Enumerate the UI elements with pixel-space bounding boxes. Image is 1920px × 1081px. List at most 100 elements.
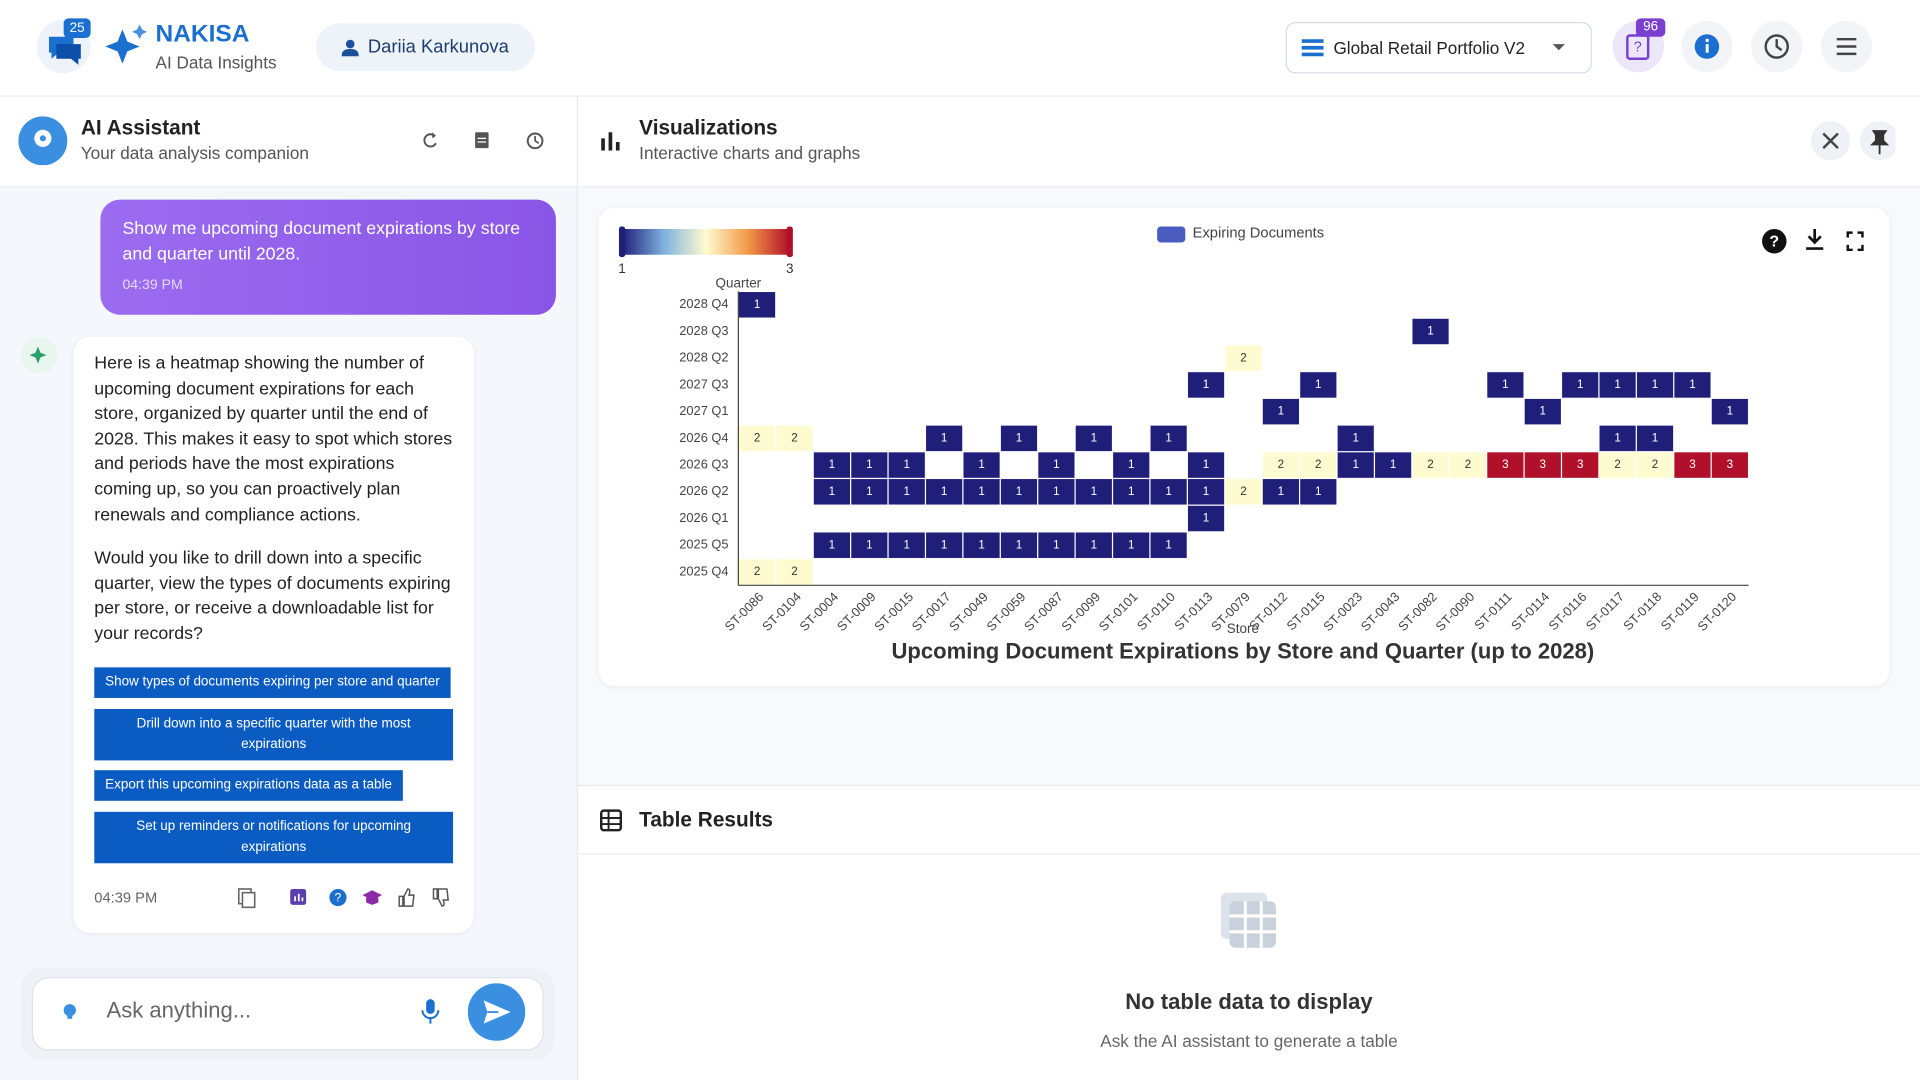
suggestion-button[interactable]: Export this upcoming expirations data as…	[94, 770, 403, 801]
chart-toolbar[interactable]: ?	[1762, 228, 1864, 254]
user-pill[interactable]: Dariia Karkunova	[315, 23, 536, 72]
cell-label: 1	[1091, 485, 1097, 498]
cell-label: 1	[829, 538, 835, 551]
reply-paragraph: Would you like to drill down into a spec…	[94, 548, 451, 645]
mic-button[interactable]	[420, 997, 442, 1026]
y-tick-label: 2028 Q4	[679, 296, 728, 311]
y-axis-title: Quarter	[716, 276, 762, 291]
heatmap-cell	[1262, 479, 1299, 505]
cell-label: 2	[1240, 351, 1246, 364]
chat-input[interactable]	[31, 977, 544, 1051]
x-tick-label: ST-0111	[1471, 589, 1515, 633]
colorbar	[622, 228, 790, 255]
cell-label: 1	[1203, 378, 1209, 391]
cell-label: 1	[1128, 485, 1134, 498]
legend-swatch	[1157, 226, 1186, 243]
cell-label: 2	[1315, 458, 1321, 471]
cell-label: 1	[1315, 485, 1321, 498]
cell-label: 1	[1652, 378, 1658, 391]
table-divider	[577, 853, 1920, 855]
heatmap-cell	[1300, 372, 1337, 398]
heatmap-cell	[1262, 452, 1299, 478]
cell-label: 1	[1614, 431, 1620, 444]
cell-label: 1	[1203, 512, 1209, 525]
dataset-name: Global Retail Portfolio V2	[1333, 37, 1526, 58]
heatmap-cell	[1300, 479, 1337, 505]
empty-subtitle: Ask the AI assistant to generate a table	[1100, 1031, 1398, 1051]
heatmap-cell	[1412, 318, 1449, 345]
info-button[interactable]	[1681, 20, 1733, 73]
colorbar-tick-label: 1	[618, 261, 625, 276]
reply-paragraph: Here is a heatmap showing the number of …	[94, 353, 453, 525]
colorbar-tick	[618, 226, 626, 258]
heatmap-cell	[1113, 479, 1150, 505]
viz-controls[interactable]	[1810, 121, 1896, 161]
x-tick-label: ST-0009	[834, 589, 879, 634]
x-tick-label: ST-0114	[1508, 589, 1552, 633]
cell-label: 3	[1502, 458, 1508, 471]
assistant-title: AI Assistant	[80, 116, 201, 140]
legend-label: Expiring Documents	[1193, 226, 1324, 242]
x-tick-label: ST-0090	[1432, 589, 1477, 634]
cell-label: 1	[1128, 458, 1134, 471]
cell-label: 1	[941, 485, 947, 498]
heatmap-cell	[1599, 452, 1636, 478]
cell-label: 1	[829, 485, 835, 498]
heatmap-cell	[1337, 425, 1374, 452]
x-tick-label: ST-0117	[1583, 589, 1627, 633]
heatmap-cell	[1225, 345, 1262, 371]
heatmap-cell	[1487, 452, 1524, 478]
heatmap-cell	[851, 479, 888, 505]
cell-label: 1	[1577, 378, 1583, 391]
x-tick-label: ST-0113	[1171, 589, 1215, 633]
cell-label: 1	[1540, 405, 1546, 418]
chat-badge: 25	[63, 18, 91, 38]
heatmap-cell	[1113, 452, 1150, 478]
cell-label: 3	[1727, 458, 1733, 471]
reply-actions[interactable]: ?	[235, 885, 455, 909]
dataset-select[interactable]: Global Retail Portfolio V2	[1285, 22, 1592, 74]
x-axis-title: Store	[1227, 621, 1259, 636]
x-tick-label: ST-0059	[983, 589, 1028, 634]
heatmap-cell	[963, 479, 1000, 505]
cell-label: 2	[1652, 458, 1658, 471]
cell-label: 2	[1614, 458, 1620, 471]
x-tick-label: ST-0015	[871, 589, 916, 634]
cell-label: 1	[978, 538, 984, 551]
heatmap-cell	[1636, 452, 1674, 478]
cell-label: 2	[1240, 485, 1246, 498]
colorbar-tick-label: 3	[786, 261, 793, 276]
cell-label: 1	[941, 431, 947, 444]
assistant-tools[interactable]	[416, 129, 551, 153]
x-tick-label: ST-0101	[1096, 589, 1141, 634]
suggestion-button[interactable]: Set up reminders or notifications for up…	[94, 811, 454, 864]
cell-label: 1	[1016, 538, 1022, 551]
heatmap-cell	[813, 532, 851, 558]
user-name: Dariia Karkunova	[367, 36, 509, 58]
svg-text:?: ?	[335, 890, 342, 904]
table-title: Table Results	[639, 808, 773, 832]
cell-label: 1	[1390, 458, 1396, 471]
heatmap-cell	[1187, 505, 1225, 532]
heatmap-cell	[776, 425, 813, 452]
logo-icons	[36, 19, 147, 74]
heatmap-cell	[1113, 532, 1150, 558]
heatmap-cell	[888, 479, 925, 505]
x-tick-label: ST-0116	[1545, 589, 1589, 633]
x-tick-label: ST-0118	[1620, 589, 1664, 633]
cell-label: 1	[829, 458, 835, 471]
heatmap-cell	[1150, 479, 1187, 505]
suggestion-button[interactable]: Drill down into a specific quarter with …	[94, 708, 454, 761]
heatmap-cell	[1000, 479, 1038, 505]
menu-button[interactable]	[1820, 20, 1873, 73]
history-button[interactable]	[1751, 20, 1803, 73]
send-button[interactable]	[467, 983, 526, 1041]
heatmap-cell	[813, 452, 851, 478]
cell-label: 1	[1053, 458, 1059, 471]
suggestion-button[interactable]: Show types of documents expiring per sto…	[94, 667, 451, 698]
heatmap-cell	[1150, 425, 1187, 452]
heatmap-cell	[1487, 372, 1524, 398]
cell-label: 1	[1278, 485, 1284, 498]
